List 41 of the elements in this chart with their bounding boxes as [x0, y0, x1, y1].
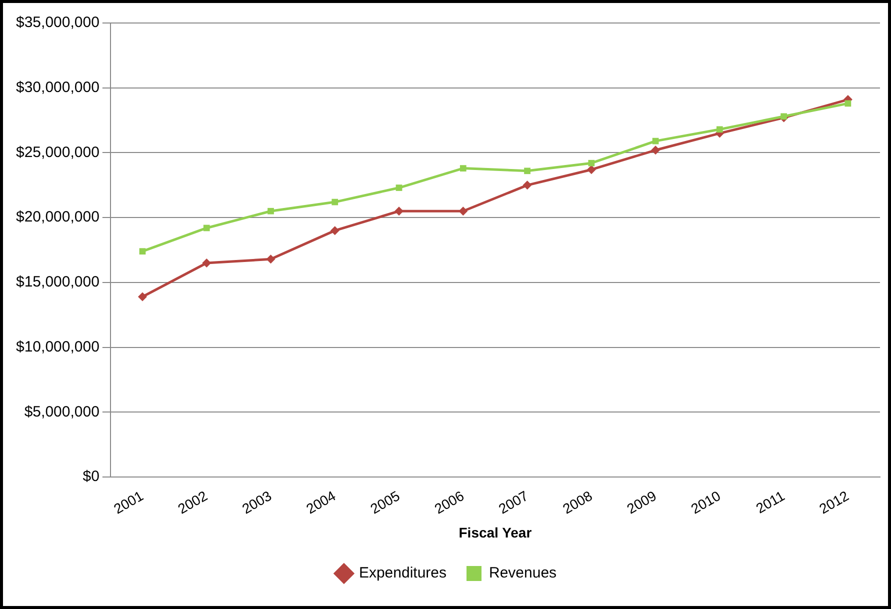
point [780, 113, 787, 120]
point [460, 165, 466, 172]
point [586, 165, 596, 174]
y-tick-label: $5,000,000 [24, 403, 100, 420]
point [458, 206, 468, 216]
x-tick-label: 2012 [816, 487, 852, 517]
x-tick-label: 2005 [367, 487, 403, 517]
y-tick-label: $30,000,000 [16, 79, 100, 96]
point [522, 180, 532, 190]
point [588, 160, 595, 166]
point [268, 208, 274, 214]
point [202, 258, 212, 268]
y-tick-label: $0 [82, 468, 100, 486]
x-tick-label: 2009 [624, 487, 660, 517]
point [203, 224, 210, 232]
x-tick-label: 2003 [239, 487, 274, 517]
x-tick-label: 2007 [496, 487, 531, 517]
point [266, 254, 276, 264]
legend-label: Expenditures [358, 564, 447, 582]
x-tick-label: 2004 [303, 487, 338, 517]
x-tick-label: 2010 [688, 487, 724, 517]
point [651, 146, 660, 155]
point [524, 168, 530, 174]
x-axis-title: Fiscal Year [458, 524, 532, 540]
y-tick-label: $20,000,000 [16, 208, 100, 226]
y-tick-label: $15,000,000 [16, 274, 100, 291]
x-tick-label: 2008 [560, 487, 596, 517]
y-tick-label: $35,000,000 [16, 14, 100, 32]
y-tick-label: $10,000,000 [16, 338, 100, 356]
point [139, 248, 146, 255]
y-tick-label: $25,000,000 [16, 144, 100, 161]
point [138, 292, 147, 302]
x-tick-label: 2001 [110, 487, 146, 517]
point [330, 226, 340, 236]
point [716, 126, 723, 133]
point [332, 198, 338, 206]
point [396, 184, 402, 191]
x-tick-label: 2002 [175, 487, 210, 517]
legend-label: Revenues [489, 564, 557, 582]
x-tick-label: 2006 [432, 487, 467, 517]
x-tick-label: 2011 [753, 487, 788, 516]
